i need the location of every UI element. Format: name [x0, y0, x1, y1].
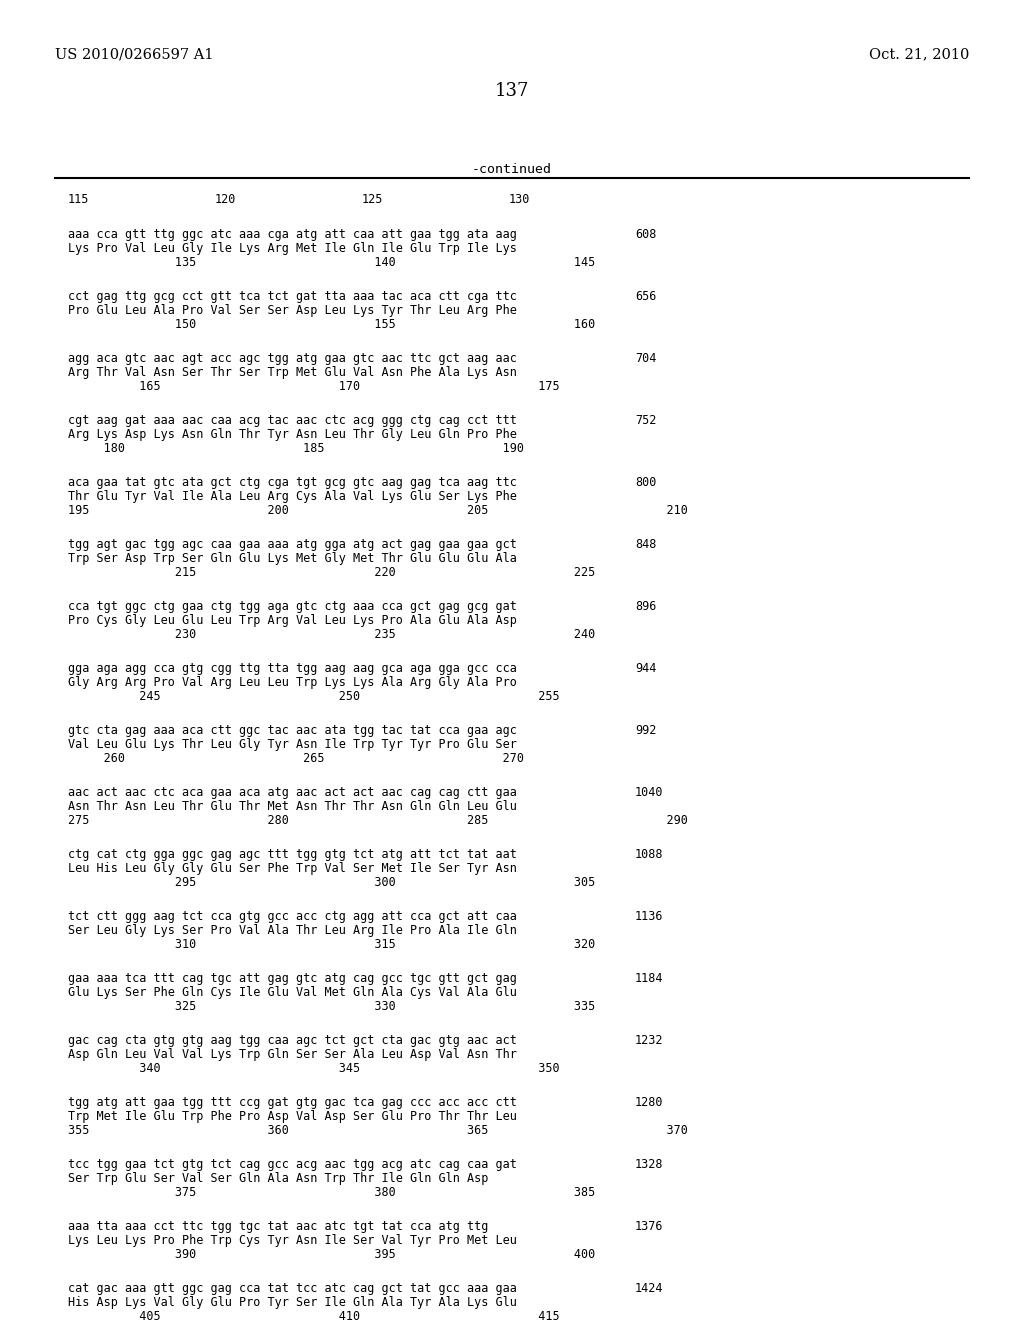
Text: 130: 130	[509, 193, 530, 206]
Text: 120: 120	[215, 193, 237, 206]
Text: 215                         220                         225: 215 220 225	[68, 566, 595, 579]
Text: gtc cta gag aaa aca ctt ggc tac aac ata tgg tac tat cca gaa agc: gtc cta gag aaa aca ctt ggc tac aac ata …	[68, 723, 517, 737]
Text: tcc tgg gaa tct gtg tct cag gcc acg aac tgg acg atc cag caa gat: tcc tgg gaa tct gtg tct cag gcc acg aac …	[68, 1158, 517, 1171]
Text: aaa cca gtt ttg ggc atc aaa cga atg att caa att gaa tgg ata aag: aaa cca gtt ttg ggc atc aaa cga atg att …	[68, 228, 517, 242]
Text: gaa aaa tca ttt cag tgc att gag gtc atg cag gcc tgc gtt gct gag: gaa aaa tca ttt cag tgc att gag gtc atg …	[68, 972, 517, 985]
Text: 1328: 1328	[635, 1158, 664, 1171]
Text: Thr Glu Tyr Val Ile Ala Leu Arg Cys Ala Val Lys Glu Ser Lys Phe: Thr Glu Tyr Val Ile Ala Leu Arg Cys Ala …	[68, 490, 517, 503]
Text: Gly Arg Arg Pro Val Arg Leu Leu Trp Lys Lys Ala Arg Gly Ala Pro: Gly Arg Arg Pro Val Arg Leu Leu Trp Lys …	[68, 676, 517, 689]
Text: ctg cat ctg gga ggc gag agc ttt tgg gtg tct atg att tct tat aat: ctg cat ctg gga ggc gag agc ttt tgg gtg …	[68, 847, 517, 861]
Text: -continued: -continued	[472, 162, 552, 176]
Text: 245                         250                         255: 245 250 255	[68, 690, 560, 704]
Text: cat gac aaa gtt ggc gag cca tat tcc atc cag gct tat gcc aaa gaa: cat gac aaa gtt ggc gag cca tat tcc atc …	[68, 1282, 517, 1295]
Text: Asp Gln Leu Val Val Lys Trp Gln Ser Ser Ala Leu Asp Val Asn Thr: Asp Gln Leu Val Val Lys Trp Gln Ser Ser …	[68, 1048, 517, 1061]
Text: Arg Lys Asp Lys Asn Gln Thr Tyr Asn Leu Thr Gly Leu Gln Pro Phe: Arg Lys Asp Lys Asn Gln Thr Tyr Asn Leu …	[68, 428, 517, 441]
Text: Lys Leu Lys Pro Phe Trp Cys Tyr Asn Ile Ser Val Tyr Pro Met Leu: Lys Leu Lys Pro Phe Trp Cys Tyr Asn Ile …	[68, 1234, 517, 1247]
Text: gga aga agg cca gtg cgg ttg tta tgg aag aag gca aga gga gcc cca: gga aga agg cca gtg cgg ttg tta tgg aag …	[68, 663, 517, 675]
Text: 275                         280                         285                     : 275 280 285	[68, 814, 688, 828]
Text: 375                         380                         385: 375 380 385	[68, 1185, 595, 1199]
Text: aca gaa tat gtc ata gct ctg cga tgt gcg gtc aag gag tca aag ttc: aca gaa tat gtc ata gct ctg cga tgt gcg …	[68, 477, 517, 488]
Text: gac cag cta gtg gtg aag tgg caa agc tct gct cta gac gtg aac act: gac cag cta gtg gtg aag tgg caa agc tct …	[68, 1034, 517, 1047]
Text: Ser Trp Glu Ser Val Ser Gln Ala Asn Trp Thr Ile Gln Gln Asp: Ser Trp Glu Ser Val Ser Gln Ala Asn Trp …	[68, 1172, 488, 1185]
Text: agg aca gtc aac agt acc agc tgg atg gaa gtc aac ttc gct aag aac: agg aca gtc aac agt acc agc tgg atg gaa …	[68, 352, 517, 366]
Text: 390                         395                         400: 390 395 400	[68, 1247, 595, 1261]
Text: 1040: 1040	[635, 785, 664, 799]
Text: aac act aac ctc aca gaa aca atg aac act act aac cag cag ctt gaa: aac act aac ctc aca gaa aca atg aac act …	[68, 785, 517, 799]
Text: 1184: 1184	[635, 972, 664, 985]
Text: Val Leu Glu Lys Thr Leu Gly Tyr Asn Ile Trp Tyr Tyr Pro Glu Ser: Val Leu Glu Lys Thr Leu Gly Tyr Asn Ile …	[68, 738, 517, 751]
Text: 340                         345                         350: 340 345 350	[68, 1063, 560, 1074]
Text: 325                         330                         335: 325 330 335	[68, 1001, 595, 1012]
Text: His Asp Lys Val Gly Glu Pro Tyr Ser Ile Gln Ala Tyr Ala Lys Glu: His Asp Lys Val Gly Glu Pro Tyr Ser Ile …	[68, 1296, 517, 1309]
Text: Leu His Leu Gly Gly Glu Ser Phe Trp Val Ser Met Ile Ser Tyr Asn: Leu His Leu Gly Gly Glu Ser Phe Trp Val …	[68, 862, 517, 875]
Text: 355                         360                         365                     : 355 360 365	[68, 1125, 688, 1137]
Text: tgg agt gac tgg agc caa gaa aaa atg gga atg act gag gaa gaa gct: tgg agt gac tgg agc caa gaa aaa atg gga …	[68, 539, 517, 550]
Text: 752: 752	[635, 414, 656, 426]
Text: tgg atg att gaa tgg ttt ccg gat gtg gac tca gag ccc acc acc ctt: tgg atg att gaa tgg ttt ccg gat gtg gac …	[68, 1096, 517, 1109]
Text: tct ctt ggg aag tct cca gtg gcc acc ctg agg att cca gct att caa: tct ctt ggg aag tct cca gtg gcc acc ctg …	[68, 909, 517, 923]
Text: 1136: 1136	[635, 909, 664, 923]
Text: Ser Leu Gly Lys Ser Pro Val Ala Thr Leu Arg Ile Pro Ala Ile Gln: Ser Leu Gly Lys Ser Pro Val Ala Thr Leu …	[68, 924, 517, 937]
Text: 704: 704	[635, 352, 656, 366]
Text: cca tgt ggc ctg gaa ctg tgg aga gtc ctg aaa cca gct gag gcg gat: cca tgt ggc ctg gaa ctg tgg aga gtc ctg …	[68, 601, 517, 612]
Text: Oct. 21, 2010: Oct. 21, 2010	[868, 48, 969, 61]
Text: Lys Pro Val Leu Gly Ile Lys Arg Met Ile Gln Ile Glu Trp Ile Lys: Lys Pro Val Leu Gly Ile Lys Arg Met Ile …	[68, 242, 517, 255]
Text: 848: 848	[635, 539, 656, 550]
Text: 896: 896	[635, 601, 656, 612]
Text: Trp Ser Asp Trp Ser Gln Glu Lys Met Gly Met Thr Glu Glu Glu Ala: Trp Ser Asp Trp Ser Gln Glu Lys Met Gly …	[68, 552, 517, 565]
Text: 295                         300                         305: 295 300 305	[68, 876, 595, 888]
Text: 230                         235                         240: 230 235 240	[68, 628, 595, 642]
Text: Pro Glu Leu Ala Pro Val Ser Ser Asp Leu Lys Tyr Thr Leu Arg Phe: Pro Glu Leu Ala Pro Val Ser Ser Asp Leu …	[68, 304, 517, 317]
Text: 165                         170                         175: 165 170 175	[68, 380, 560, 393]
Text: aaa tta aaa cct ttc tgg tgc tat aac atc tgt tat cca atg ttg: aaa tta aaa cct ttc tgg tgc tat aac atc …	[68, 1220, 488, 1233]
Text: 195                         200                         205                     : 195 200 205	[68, 504, 688, 517]
Text: 260                         265                         270: 260 265 270	[68, 752, 524, 766]
Text: 608: 608	[635, 228, 656, 242]
Text: Arg Thr Val Asn Ser Thr Ser Trp Met Glu Val Asn Phe Ala Lys Asn: Arg Thr Val Asn Ser Thr Ser Trp Met Glu …	[68, 366, 517, 379]
Text: 135                         140                         145: 135 140 145	[68, 256, 595, 269]
Text: 115: 115	[68, 193, 89, 206]
Text: 310                         315                         320: 310 315 320	[68, 939, 595, 950]
Text: 125: 125	[362, 193, 383, 206]
Text: 1232: 1232	[635, 1034, 664, 1047]
Text: 150                         155                         160: 150 155 160	[68, 318, 595, 331]
Text: Asn Thr Asn Leu Thr Glu Thr Met Asn Thr Thr Asn Gln Gln Leu Glu: Asn Thr Asn Leu Thr Glu Thr Met Asn Thr …	[68, 800, 517, 813]
Text: Trp Met Ile Glu Trp Phe Pro Asp Val Asp Ser Glu Pro Thr Thr Leu: Trp Met Ile Glu Trp Phe Pro Asp Val Asp …	[68, 1110, 517, 1123]
Text: Glu Lys Ser Phe Gln Cys Ile Glu Val Met Gln Ala Cys Val Ala Glu: Glu Lys Ser Phe Gln Cys Ile Glu Val Met …	[68, 986, 517, 999]
Text: cct gag ttg gcg cct gtt tca tct gat tta aaa tac aca ctt cga ttc: cct gag ttg gcg cct gtt tca tct gat tta …	[68, 290, 517, 304]
Text: US 2010/0266597 A1: US 2010/0266597 A1	[55, 48, 213, 61]
Text: 800: 800	[635, 477, 656, 488]
Text: 1088: 1088	[635, 847, 664, 861]
Text: 1376: 1376	[635, 1220, 664, 1233]
Text: 656: 656	[635, 290, 656, 304]
Text: 405                         410                         415: 405 410 415	[68, 1309, 560, 1320]
Text: Pro Cys Gly Leu Glu Leu Trp Arg Val Leu Lys Pro Ala Glu Ala Asp: Pro Cys Gly Leu Glu Leu Trp Arg Val Leu …	[68, 614, 517, 627]
Text: 1280: 1280	[635, 1096, 664, 1109]
Text: cgt aag gat aaa aac caa acg tac aac ctc acg ggg ctg cag cct ttt: cgt aag gat aaa aac caa acg tac aac ctc …	[68, 414, 517, 426]
Text: 944: 944	[635, 663, 656, 675]
Text: 992: 992	[635, 723, 656, 737]
Text: 180                         185                         190: 180 185 190	[68, 442, 524, 455]
Text: 1424: 1424	[635, 1282, 664, 1295]
Text: 137: 137	[495, 82, 529, 100]
